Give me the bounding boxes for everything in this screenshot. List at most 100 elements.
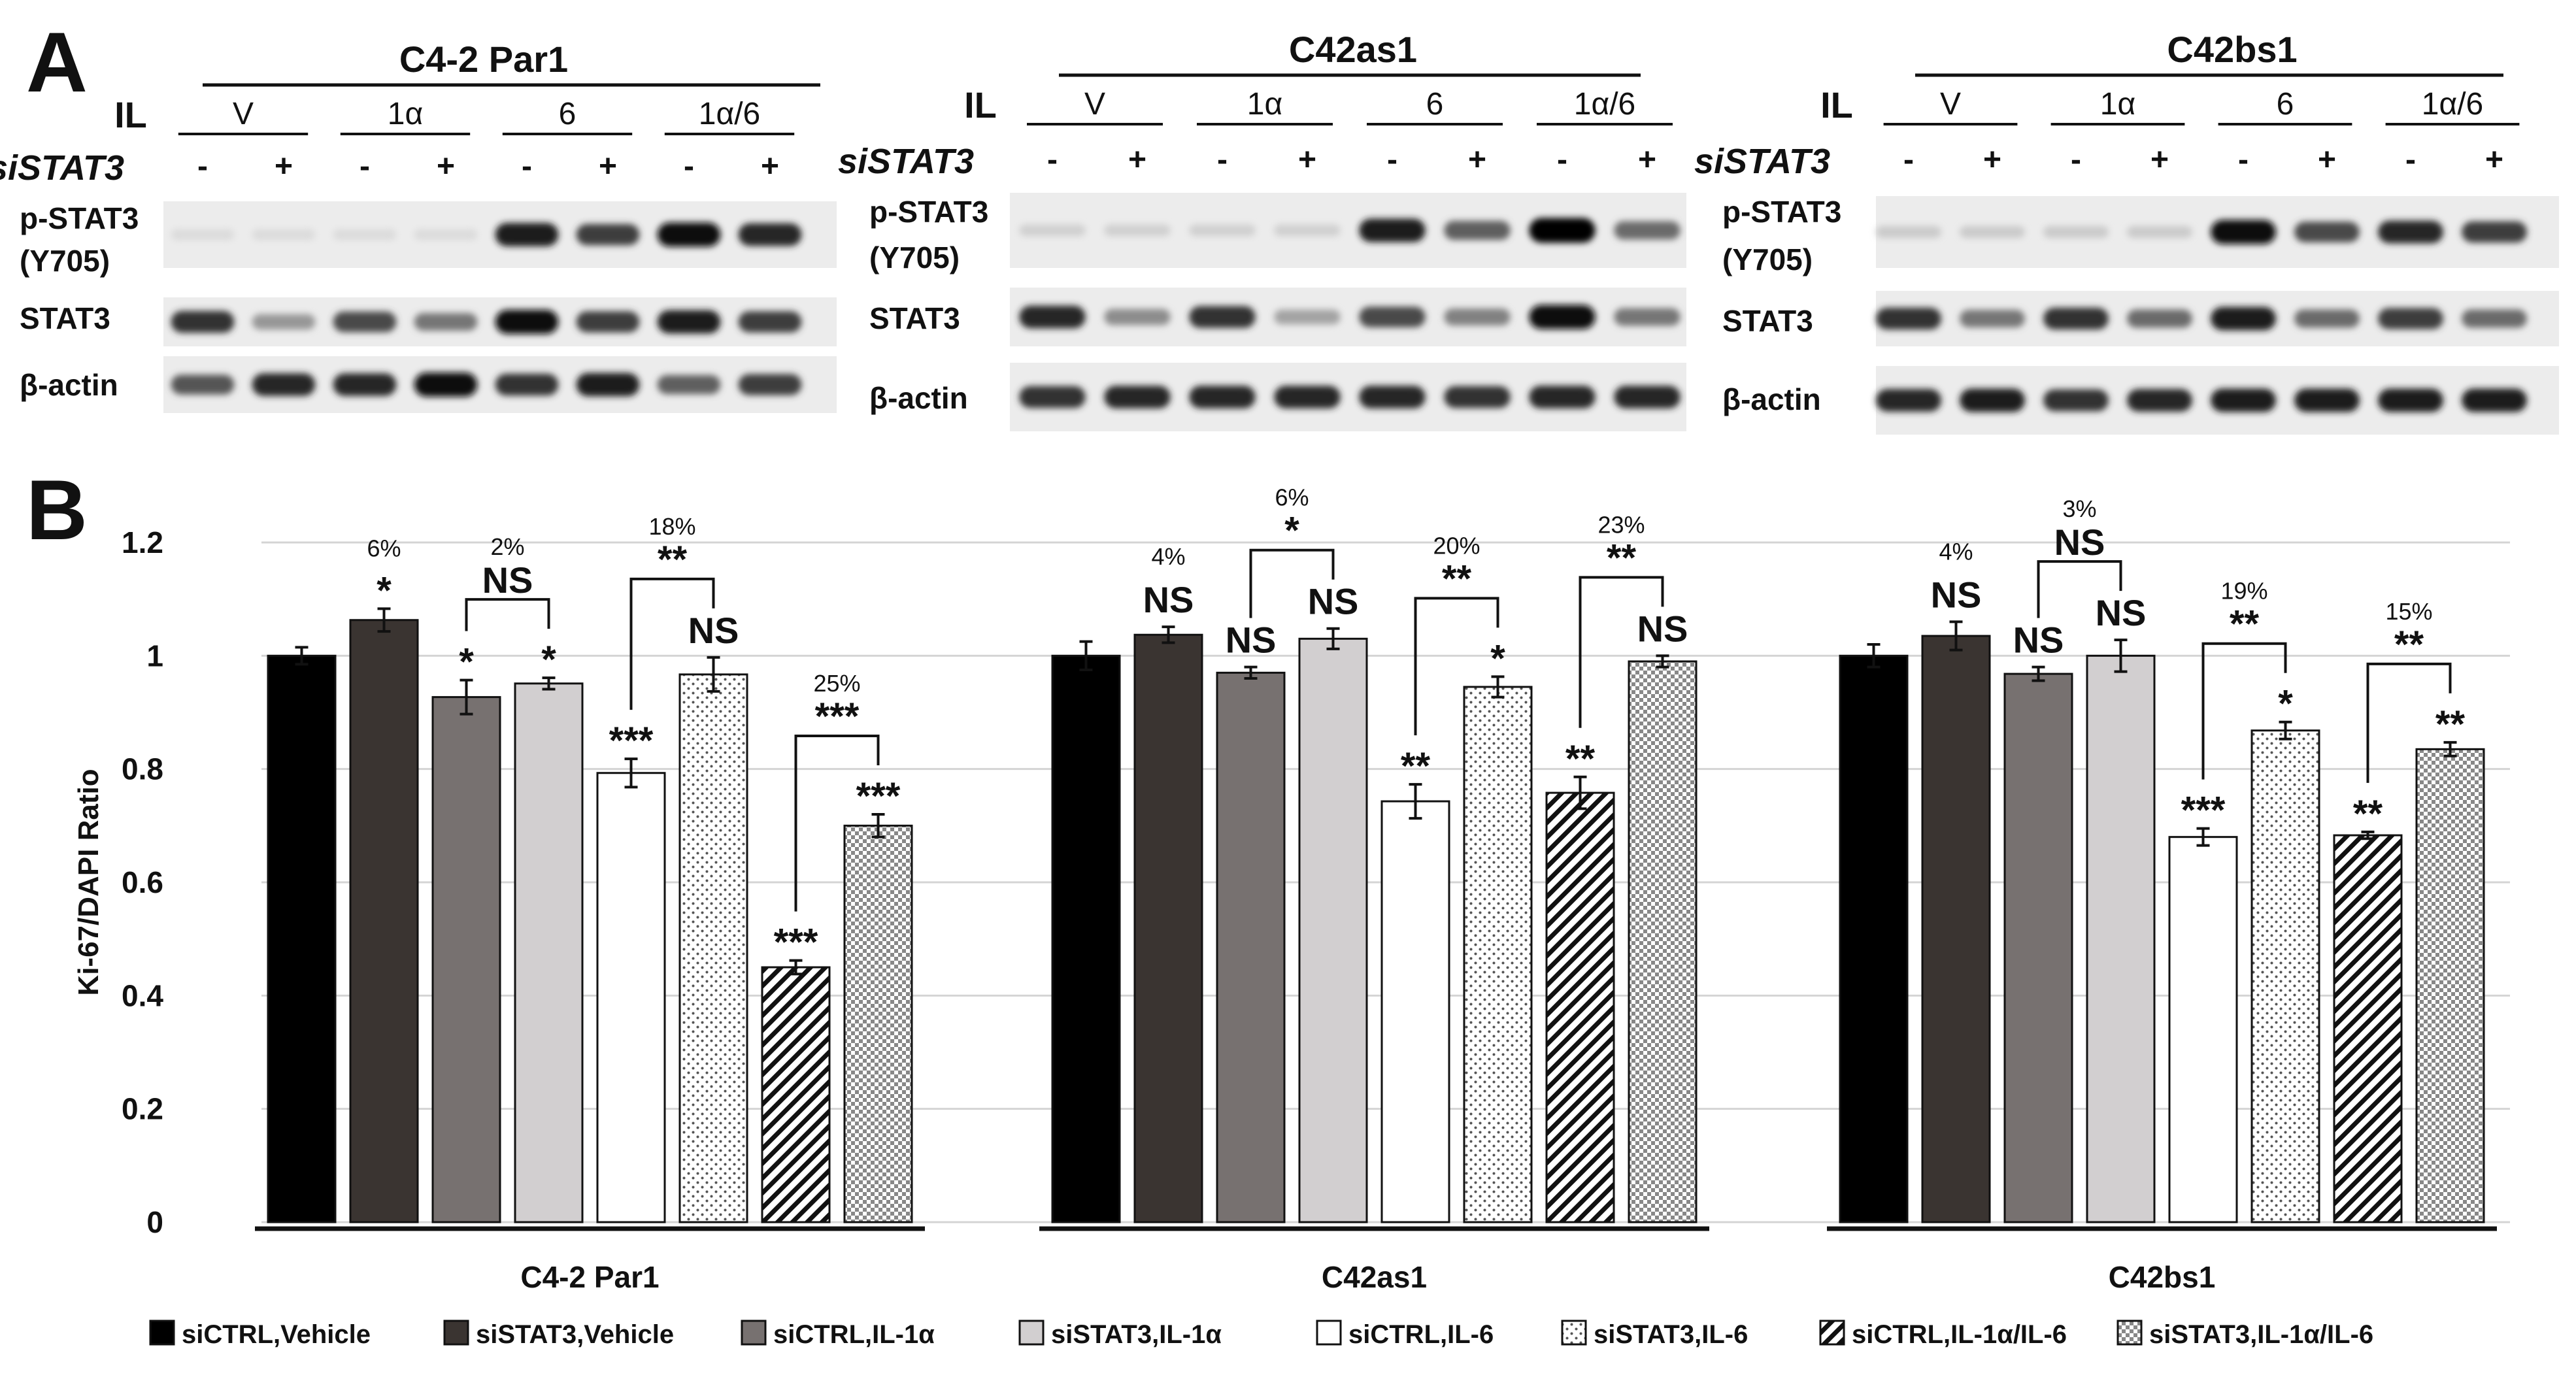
legend-label: siSTAT3,Vehicle xyxy=(476,1320,674,1349)
blot-band xyxy=(2211,388,2276,412)
blot-band xyxy=(333,373,397,396)
blot-band xyxy=(1019,224,1086,237)
blot-band xyxy=(1960,225,2025,239)
ki67-bar-chart: 00.20.40.60.811.2 Ki-67/DAPI Ratio ** ***… xyxy=(73,484,2510,1294)
error-bar xyxy=(295,646,309,666)
y-tick-label: 1 xyxy=(146,639,163,673)
blot-band xyxy=(2127,225,2192,239)
blot-band xyxy=(1444,386,1511,408)
bar xyxy=(1298,637,1368,1223)
sistat3-label: siSTAT3 xyxy=(838,142,974,181)
bracket-significance-label: ** xyxy=(1607,537,1637,579)
treatment-label: 6 xyxy=(2277,87,2294,122)
blot-band xyxy=(2378,388,2443,412)
blot-band xyxy=(1876,225,1941,239)
blot-row-label: (Y705) xyxy=(869,241,960,274)
legend-item: siCTRL,IL-1α xyxy=(741,1320,935,1349)
blot-band xyxy=(738,311,802,333)
error-bar xyxy=(1491,675,1505,699)
sistat3-sign: + xyxy=(2485,142,2503,177)
significance-label: * xyxy=(541,639,556,681)
bracket-significance-label: NS xyxy=(482,559,533,601)
blot-band xyxy=(1529,386,1596,408)
sistat3-sign: - xyxy=(684,149,694,184)
blot-band xyxy=(576,373,640,397)
blot-band xyxy=(1444,220,1511,241)
sistat3-sign: + xyxy=(1983,142,2001,177)
significance-label: NS xyxy=(1931,574,1982,615)
sistat3-sign: - xyxy=(360,149,370,184)
blot-band xyxy=(2127,389,2192,412)
blot-band xyxy=(1189,386,1256,408)
percent-label: 4% xyxy=(1939,538,1973,565)
bar xyxy=(1839,654,1909,1223)
blot-band xyxy=(2211,307,2276,331)
legend-item: siCTRL,IL-6 xyxy=(1316,1320,1494,1349)
bar xyxy=(843,824,913,1223)
significance-label: *** xyxy=(609,720,654,762)
comparison-bracket: **23% xyxy=(1579,511,1664,728)
legend-label: siSTAT3,IL-1α/IL-6 xyxy=(2149,1320,2373,1349)
blot-band xyxy=(576,224,640,246)
error-bar xyxy=(2114,639,2128,673)
error-bar xyxy=(2196,827,2210,847)
sistat3-sign: - xyxy=(522,149,532,184)
x-category-label: C42bs1 xyxy=(2109,1260,2216,1294)
blot-band xyxy=(252,229,316,241)
blot-band xyxy=(1274,224,1341,237)
significance-label: NS xyxy=(1308,581,1359,622)
error-bar xyxy=(1573,775,1587,810)
sistat3-label: siSTAT3 xyxy=(0,148,124,188)
il-label: IL xyxy=(1820,84,1853,125)
bar xyxy=(2168,836,2238,1223)
error-bar xyxy=(2443,740,2457,757)
sistat3-sign: + xyxy=(1298,142,1316,177)
error-bar xyxy=(624,757,638,789)
bracket-significance-label: ** xyxy=(2230,603,2260,646)
blot-band xyxy=(1274,386,1341,408)
blot-band xyxy=(1189,306,1256,328)
y-tick-label: 0.8 xyxy=(122,752,163,786)
error-bar xyxy=(1409,783,1422,820)
blot-panel-title: C4-2 Par1 xyxy=(399,39,568,80)
sistat3-sign: + xyxy=(2150,142,2169,177)
blot-band xyxy=(495,223,559,246)
error-bar xyxy=(1656,654,1669,669)
significance-label: *** xyxy=(774,922,818,964)
sistat3-sign: + xyxy=(1638,142,1656,177)
legend-label: siCTRL,IL-6 xyxy=(1348,1320,1494,1349)
treatment-label: 1α/6 xyxy=(699,97,760,131)
legend-item: siSTAT3,IL-1α/IL-6 xyxy=(2116,1320,2373,1349)
blot-band xyxy=(1529,305,1596,329)
legend-swatch xyxy=(1819,1320,1845,1346)
blot-band xyxy=(1614,386,1681,408)
bracket-significance-label: NS xyxy=(2054,522,2105,563)
legend: siCTRL,Vehicle siSTAT3,Vehicle siCTRL,IL-1… xyxy=(149,1320,2373,1349)
bracket-significance-label: *** xyxy=(815,695,860,738)
blot-band xyxy=(2294,388,2360,412)
comparison-bracket: *6% xyxy=(1249,484,1335,618)
error-bar xyxy=(377,607,391,633)
blot-row-label: β-actin xyxy=(869,381,968,415)
bar-series xyxy=(267,607,2485,1223)
bar xyxy=(431,696,501,1223)
bracket-percent-label: 3% xyxy=(2062,495,2096,522)
comparison-bracket: **19% xyxy=(2201,578,2287,780)
significance-label: * xyxy=(2278,683,2293,725)
bar xyxy=(1216,671,1286,1223)
blot-band xyxy=(657,374,721,395)
blot-band xyxy=(1529,218,1596,243)
blot-band xyxy=(2043,225,2109,239)
comparison-bracket: NS2% xyxy=(465,533,550,631)
blot-band xyxy=(1614,221,1681,240)
blot-band xyxy=(1019,305,1086,329)
blot-band xyxy=(1359,218,1426,242)
sistat3-label: siSTAT3 xyxy=(1694,142,1830,181)
error-bar xyxy=(1949,620,1963,652)
error-bar xyxy=(1162,625,1175,644)
bar xyxy=(514,682,584,1223)
x-axis: C4-2 Par1 C42as1 C42bs1 xyxy=(255,1226,2497,1294)
significance-label: NS xyxy=(1226,620,1277,661)
